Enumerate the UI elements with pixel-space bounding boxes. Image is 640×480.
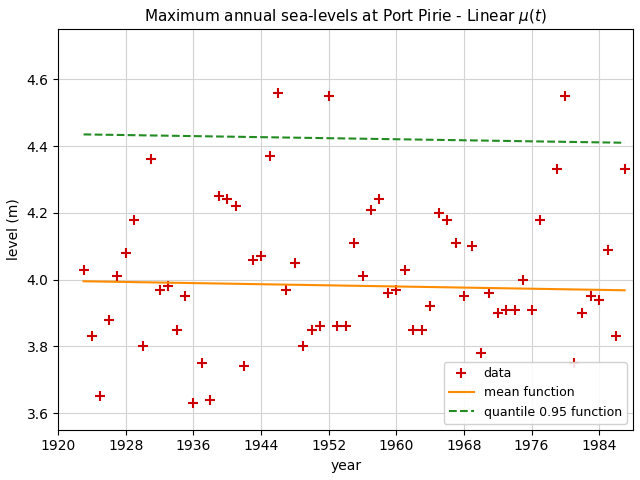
- data: [207, 397, 214, 403]
- Title: Maximum annual sea-levels at Port Pirie - Linear $\mu(t)$: Maximum annual sea-levels at Port Pirie …: [144, 7, 547, 26]
- data: [621, 167, 628, 172]
- data: [316, 324, 324, 329]
- Line: data: data: [79, 88, 630, 480]
- data: [561, 93, 569, 99]
- data: [241, 363, 248, 369]
- data: [604, 247, 612, 252]
- data: [274, 90, 282, 96]
- Legend: data, mean function, quantile 0.95 function: data, mean function, quantile 0.95 funct…: [444, 362, 627, 423]
- Y-axis label: level (m): level (m): [7, 199, 21, 261]
- data: [80, 267, 88, 273]
- data: [367, 206, 375, 212]
- X-axis label: year: year: [330, 459, 361, 473]
